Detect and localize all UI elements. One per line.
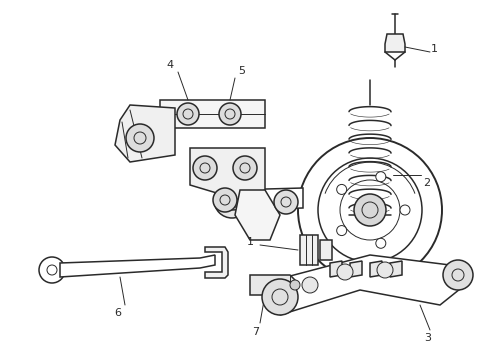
Circle shape	[337, 184, 347, 194]
Circle shape	[400, 205, 410, 215]
Circle shape	[193, 156, 217, 180]
Polygon shape	[370, 261, 382, 277]
Polygon shape	[250, 275, 295, 295]
Circle shape	[443, 260, 473, 290]
Circle shape	[214, 182, 250, 218]
Text: 1: 1	[431, 44, 438, 54]
Circle shape	[337, 226, 347, 235]
Circle shape	[213, 188, 237, 212]
Polygon shape	[115, 105, 175, 162]
Polygon shape	[350, 261, 362, 277]
Polygon shape	[275, 255, 465, 315]
Circle shape	[233, 156, 257, 180]
Polygon shape	[385, 34, 405, 52]
Circle shape	[177, 103, 199, 125]
Circle shape	[274, 190, 298, 214]
Polygon shape	[205, 247, 228, 278]
Circle shape	[290, 280, 300, 290]
Polygon shape	[390, 261, 402, 277]
Text: 2: 2	[423, 178, 430, 188]
Text: 4: 4	[167, 60, 173, 70]
Polygon shape	[235, 190, 280, 240]
Polygon shape	[160, 100, 265, 128]
Circle shape	[219, 103, 241, 125]
Text: 1: 1	[246, 237, 253, 247]
Polygon shape	[320, 240, 332, 260]
Circle shape	[354, 194, 386, 226]
Text: 3: 3	[424, 333, 432, 343]
Text: 6: 6	[115, 308, 122, 318]
Text: 5: 5	[238, 66, 245, 76]
Polygon shape	[190, 148, 265, 200]
Polygon shape	[330, 261, 342, 277]
Circle shape	[302, 277, 318, 293]
Polygon shape	[230, 188, 303, 210]
Circle shape	[376, 172, 386, 182]
Circle shape	[126, 124, 154, 152]
Circle shape	[376, 238, 386, 248]
Circle shape	[262, 279, 298, 315]
Text: 7: 7	[252, 327, 260, 337]
Circle shape	[377, 262, 393, 278]
Circle shape	[337, 264, 353, 280]
Polygon shape	[60, 255, 215, 277]
Polygon shape	[300, 235, 318, 265]
